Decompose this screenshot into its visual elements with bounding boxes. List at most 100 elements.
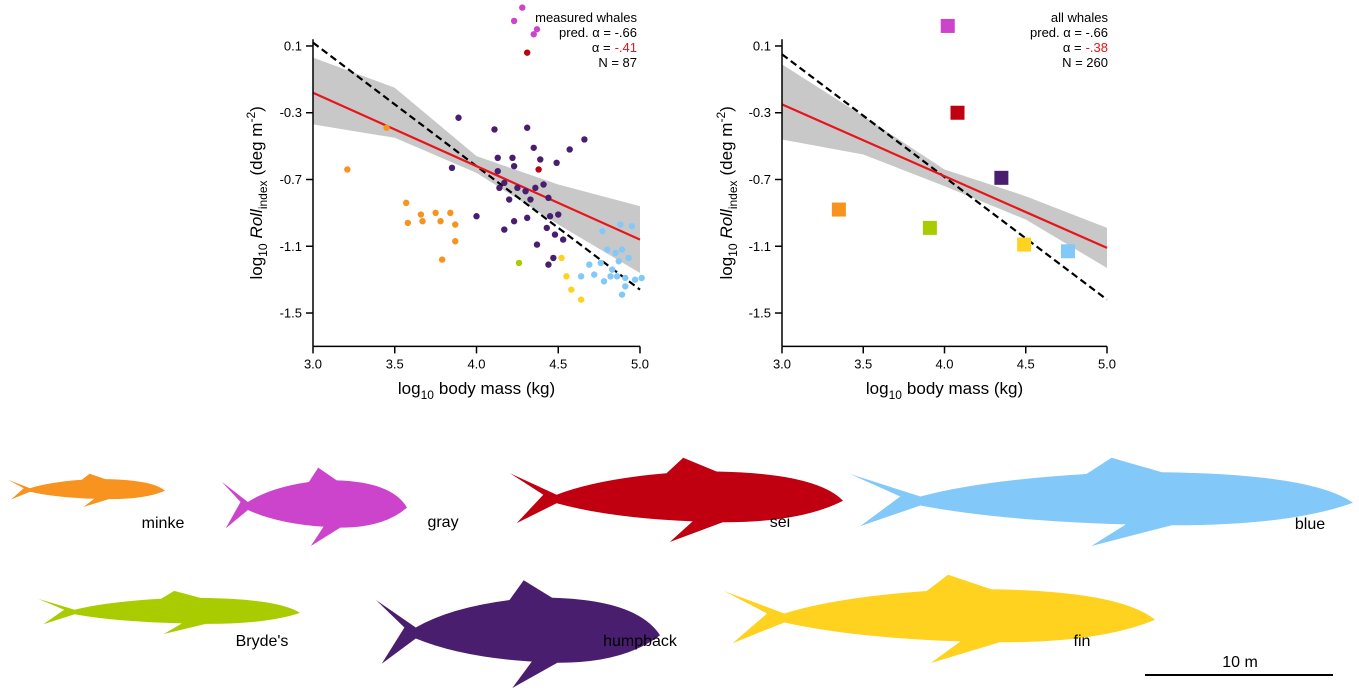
y-axis-label: log10 Rollindex (deg m-2) [714, 106, 740, 279]
point [604, 246, 611, 253]
point [622, 274, 629, 282]
x-tick-label: 4.0 [467, 356, 485, 371]
annotation-title: measured whales [535, 10, 637, 25]
point [581, 136, 588, 143]
point [533, 26, 541, 33]
point [438, 256, 446, 263]
whale-label: blue [1295, 516, 1325, 533]
y-label-sub: 10 [726, 243, 740, 257]
point [599, 228, 606, 235]
x-tick-label: 3.5 [386, 356, 404, 371]
point [432, 209, 439, 217]
x-tick-label: 4.5 [549, 356, 567, 371]
annotation-alpha: α = -.38 [1063, 40, 1108, 55]
point [494, 154, 501, 162]
x-tick-label: 3.0 [773, 356, 791, 371]
point [455, 114, 462, 121]
point [568, 286, 575, 293]
whale-label: fin [1074, 633, 1091, 650]
y-label-sub: 10 [256, 243, 270, 257]
scale-bar-label: 10 m [1222, 654, 1258, 671]
x-label-rest: body mass (kg) [907, 379, 1023, 398]
point [550, 254, 557, 262]
point [553, 159, 560, 167]
y-tick-label: -1.1 [749, 239, 771, 254]
y-tick-label: 0.1 [753, 38, 771, 53]
point [831, 202, 846, 217]
y-label-unit: (deg m [247, 123, 266, 176]
x-label-sub: 10 [889, 388, 903, 402]
point [402, 199, 410, 207]
y-label-var: Roll [717, 208, 736, 239]
y-tick-label: -1.5 [749, 306, 771, 321]
point [537, 156, 544, 163]
point [501, 179, 508, 187]
whale-silhouette [724, 574, 1155, 663]
point [519, 4, 526, 11]
point [559, 236, 567, 243]
point [530, 31, 537, 38]
point [527, 196, 534, 203]
x-tick-label: 5.0 [631, 356, 649, 371]
whale-silhouette [38, 590, 300, 634]
x-tick-label: 4.0 [935, 356, 953, 371]
y-label-var: Roll [247, 208, 266, 239]
y-label-text: log [247, 257, 266, 280]
whale-silhouette [8, 473, 165, 507]
point [491, 126, 498, 133]
annotation-predicted: pred. α = -.66 [1030, 25, 1108, 40]
point [563, 273, 570, 280]
point [501, 226, 508, 233]
point [543, 224, 551, 232]
point [510, 17, 518, 25]
point [473, 213, 480, 220]
point [615, 258, 622, 265]
point [558, 254, 565, 262]
y-tick-label: -0.7 [280, 172, 302, 187]
point [448, 164, 456, 172]
y-label-unit-end: ) [717, 106, 736, 112]
point [622, 283, 629, 290]
whale-label: Bryde's [236, 633, 289, 650]
point [344, 166, 351, 173]
annotation-n: N = 260 [1062, 55, 1108, 70]
point [618, 291, 626, 298]
alpha-value: -.38 [1086, 40, 1108, 55]
y-label-unit-end: ) [247, 106, 266, 112]
point [452, 221, 459, 228]
confidence-band [782, 64, 1107, 268]
point [545, 261, 552, 268]
point [600, 278, 608, 285]
y-tick-label: -1.1 [280, 239, 302, 254]
x-tick-label: 3.5 [854, 356, 872, 371]
annotation-alpha: α = -.41 [592, 40, 637, 55]
point [566, 146, 573, 153]
whale-silhouette [376, 580, 660, 688]
x-tick-label: 5.0 [1098, 356, 1116, 371]
point [522, 187, 529, 195]
y-label-unit: (deg m [717, 123, 736, 176]
y-axis-label: log10 Rollindex (deg m-2) [244, 106, 270, 279]
point [994, 170, 1009, 185]
point [494, 167, 501, 175]
whale-label: sei [770, 514, 790, 531]
point [447, 209, 454, 217]
x-axis-label: log10 body mass (kg) [866, 379, 1023, 402]
point [546, 213, 554, 220]
point [533, 241, 541, 248]
annotation-n: N = 87 [598, 55, 637, 70]
whale-label: minke [142, 515, 185, 532]
point [607, 273, 614, 280]
point [509, 154, 516, 162]
y-tick-label: 0.1 [284, 38, 302, 53]
point [437, 218, 444, 225]
fit-line [312, 91, 641, 241]
annotation-title: all whales [1051, 10, 1109, 25]
point [638, 274, 645, 282]
x-tick-label: 4.5 [1017, 356, 1035, 371]
point [514, 184, 521, 192]
y-tick-label: -0.3 [749, 105, 771, 120]
point [540, 181, 547, 188]
